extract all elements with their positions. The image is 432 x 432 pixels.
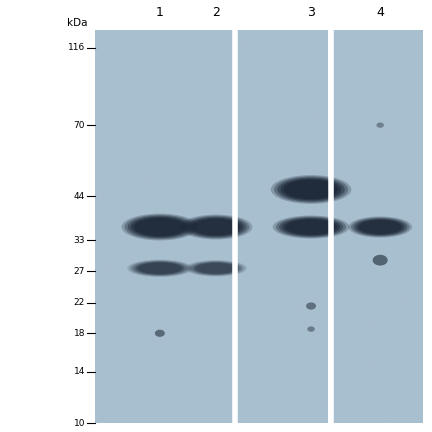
Ellipse shape	[121, 213, 198, 241]
Ellipse shape	[282, 218, 340, 236]
Text: 14: 14	[74, 367, 85, 376]
Ellipse shape	[373, 255, 388, 266]
Ellipse shape	[276, 216, 346, 238]
Text: kDa: kDa	[67, 18, 87, 28]
Ellipse shape	[138, 263, 182, 274]
Ellipse shape	[277, 178, 345, 201]
Text: 1: 1	[156, 6, 164, 19]
Text: 22: 22	[74, 298, 85, 307]
Ellipse shape	[359, 220, 402, 234]
Ellipse shape	[130, 260, 190, 276]
Ellipse shape	[128, 216, 192, 238]
FancyBboxPatch shape	[236, 30, 328, 423]
Ellipse shape	[195, 263, 237, 274]
Ellipse shape	[190, 261, 242, 275]
Ellipse shape	[271, 175, 351, 204]
Ellipse shape	[124, 215, 195, 239]
Ellipse shape	[306, 302, 316, 310]
Ellipse shape	[131, 217, 189, 237]
Text: 44: 44	[74, 192, 85, 201]
Ellipse shape	[193, 262, 239, 274]
Ellipse shape	[185, 260, 247, 276]
Ellipse shape	[351, 217, 410, 237]
Ellipse shape	[127, 260, 192, 277]
Text: 4: 4	[376, 6, 384, 19]
Ellipse shape	[274, 176, 348, 203]
Ellipse shape	[135, 262, 184, 275]
Ellipse shape	[155, 330, 165, 337]
Ellipse shape	[191, 219, 241, 235]
Ellipse shape	[188, 261, 244, 276]
Text: 18: 18	[73, 329, 85, 338]
Ellipse shape	[133, 261, 187, 276]
Text: 27: 27	[74, 267, 85, 276]
Ellipse shape	[348, 216, 412, 238]
Ellipse shape	[279, 217, 343, 237]
Ellipse shape	[273, 216, 349, 238]
Text: 70: 70	[73, 121, 85, 130]
Ellipse shape	[356, 219, 404, 235]
Text: 3: 3	[307, 6, 315, 19]
Ellipse shape	[376, 122, 384, 128]
Text: 10: 10	[73, 419, 85, 428]
Ellipse shape	[307, 326, 315, 332]
Text: 33: 33	[73, 236, 85, 245]
FancyBboxPatch shape	[95, 30, 233, 423]
Ellipse shape	[353, 218, 407, 236]
Ellipse shape	[134, 218, 186, 236]
Text: 2: 2	[212, 6, 220, 19]
Ellipse shape	[180, 215, 252, 239]
Ellipse shape	[185, 216, 247, 238]
Ellipse shape	[285, 219, 337, 235]
Ellipse shape	[280, 178, 342, 200]
Text: 116: 116	[68, 43, 85, 52]
FancyBboxPatch shape	[333, 30, 423, 423]
Ellipse shape	[182, 216, 250, 238]
Ellipse shape	[284, 180, 338, 199]
Ellipse shape	[188, 218, 244, 236]
